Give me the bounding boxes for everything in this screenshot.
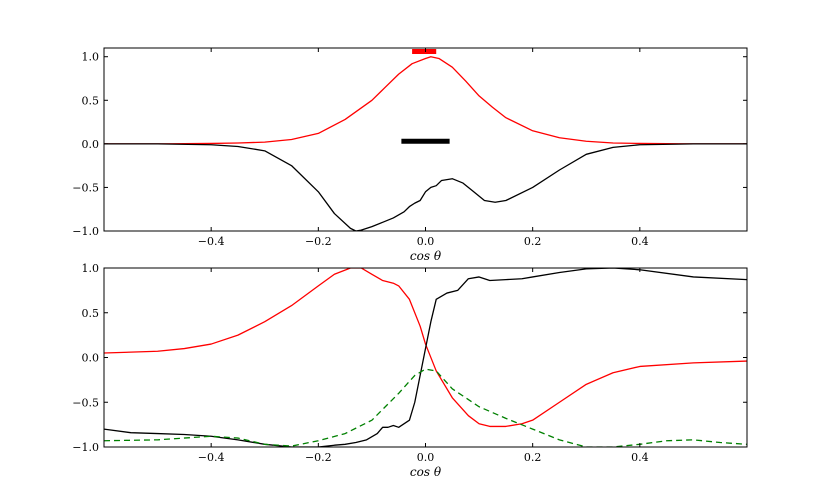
series-line-0: [104, 268, 747, 428]
x-tick-label: −0.4: [198, 451, 225, 464]
y-tick-label: −0.5: [72, 396, 99, 409]
x-tick-label: 0.4: [631, 451, 649, 464]
bottom-panel: −0.4 −0.2 0.0 0.2 0.4 −1.0 −0.5 0.0 0.5 1.0 cos θ: [72, 262, 748, 479]
top-panel: −0.4 −0.2 0.0 0.2 0.4 −1.0 −0.5 0.0 0.5 1.0 cos θ: [72, 47, 748, 263]
y-tick-label: −1.0: [72, 225, 99, 238]
y-tick-label: 1.0: [82, 51, 100, 64]
y-tick-label: 0.5: [82, 94, 100, 107]
x-tick-label: 0.4: [631, 235, 649, 248]
plot-area: [104, 56, 747, 231]
axes-frame: [103, 267, 748, 448]
x-tick-label: 0.2: [524, 451, 542, 464]
x-tick-label: −0.2: [305, 235, 332, 248]
y-tick-label: −0.5: [72, 181, 99, 194]
series-line-1: [104, 268, 747, 447]
x-tick-label: −0.2: [305, 451, 332, 464]
x-tick-label: 0.0: [417, 451, 435, 464]
series-line-1: [104, 143, 747, 231]
x-axis-label: cos θ: [410, 249, 442, 263]
y-tick-label: 0.5: [82, 307, 100, 320]
y-tick-label: 0.0: [82, 352, 100, 365]
y-tick-label: 0.0: [82, 138, 100, 151]
plot-area: [104, 268, 747, 447]
x-tick-label: 0.2: [524, 235, 542, 248]
x-tick-label: −0.4: [198, 235, 225, 248]
series-line-0: [104, 56, 747, 145]
y-tick-label: 1.0: [82, 262, 100, 275]
y-tick-label: −1.0: [72, 441, 99, 454]
x-tick-label: 0.0: [417, 235, 435, 248]
x-axis-label: cos θ: [410, 465, 442, 479]
